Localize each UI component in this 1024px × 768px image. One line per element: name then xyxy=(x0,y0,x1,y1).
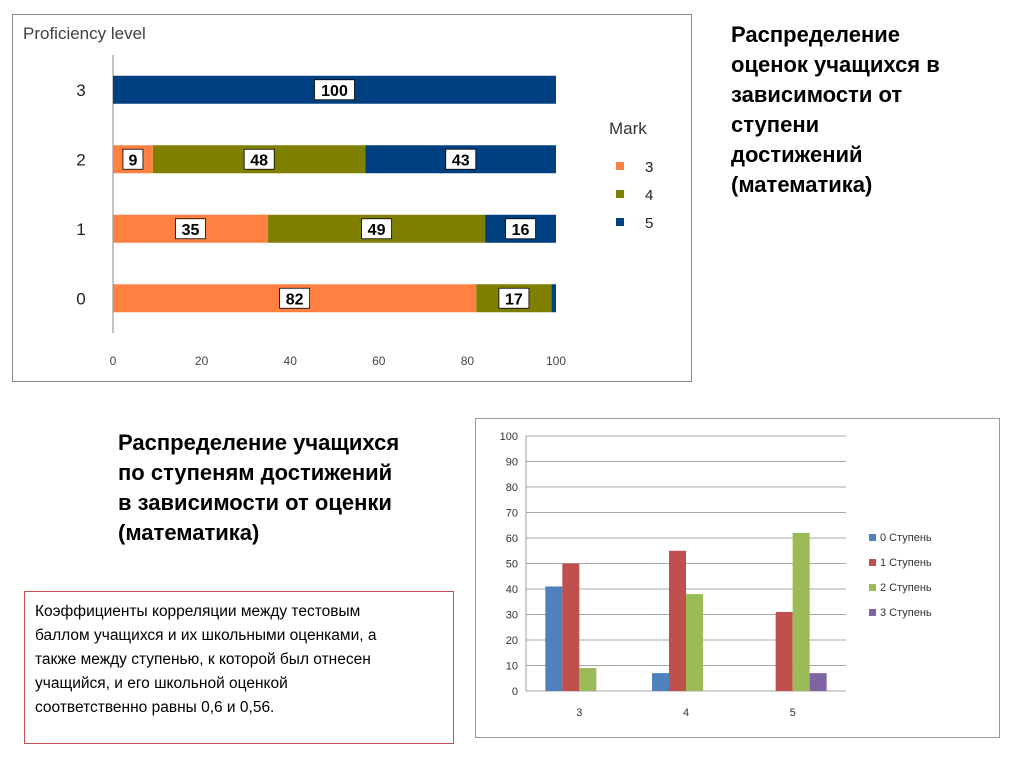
y-tick-label: 2 xyxy=(76,150,85,169)
y-tick-label: 40 xyxy=(506,584,518,596)
bar xyxy=(652,673,669,691)
legend-swatch xyxy=(869,584,876,591)
data-label-box xyxy=(279,287,311,309)
y-tick-label: 70 xyxy=(506,508,518,520)
legend-label: 0 Ступень xyxy=(880,532,932,544)
y-tick-label: 50 xyxy=(506,559,518,571)
chart2-caption: Распределение учащихся по ступеням дости… xyxy=(118,430,400,545)
data-label-box xyxy=(445,148,477,170)
bar xyxy=(579,668,597,691)
y-tick-label: 0 xyxy=(76,289,85,308)
bar xyxy=(792,532,810,691)
data-label-box xyxy=(361,218,392,240)
y-tick-label: 3 xyxy=(76,81,85,100)
data-label: 9 xyxy=(128,152,137,169)
y-tick-label: 30 xyxy=(506,610,518,622)
correlation-note: Коэффициенты корреляции между тестовым б… xyxy=(24,591,454,744)
x-tick-label: 40 xyxy=(284,354,298,368)
bar xyxy=(545,586,563,691)
bar xyxy=(669,550,686,691)
legend-label: 3 Ступень xyxy=(880,607,932,619)
data-label: 100 xyxy=(321,83,348,100)
y-tick-label: 20 xyxy=(506,635,518,647)
x-tick-label: 100 xyxy=(546,354,566,368)
y-axis-title: Proficiency level xyxy=(23,24,146,43)
x-tick-label: 0 xyxy=(110,354,117,368)
y-tick-label: 0 xyxy=(512,686,518,698)
data-label: 17 xyxy=(505,291,523,308)
y-tick-label: 1 xyxy=(76,220,85,239)
legend-label: 4 xyxy=(645,187,653,204)
data-label: 82 xyxy=(286,291,304,308)
x-tick-label: 3 xyxy=(576,707,582,719)
data-label-box xyxy=(243,148,275,170)
data-label: 48 xyxy=(250,152,268,169)
bar xyxy=(775,611,793,691)
y-tick-label: 60 xyxy=(506,533,518,545)
legend-swatch xyxy=(616,162,624,170)
legend-title: Mark xyxy=(609,119,647,138)
y-tick-label: 90 xyxy=(506,457,518,469)
x-tick-label: 80 xyxy=(461,354,475,368)
data-label: 49 xyxy=(368,222,386,239)
legend-label: 3 xyxy=(645,159,653,176)
legend-swatch xyxy=(869,534,876,541)
legend-label: 2 Ступень xyxy=(880,582,932,594)
x-tick-label: 5 xyxy=(790,707,796,719)
bar-segment xyxy=(551,284,556,313)
legend-swatch xyxy=(616,190,624,198)
x-tick-label: 60 xyxy=(372,354,386,368)
data-label: 16 xyxy=(512,222,530,239)
x-tick-label: 4 xyxy=(683,707,689,719)
bar xyxy=(686,594,703,691)
chart2-svg: 0 10 20 30 40 50 60 70 80 90 100 3 4 5 0 Ступень 1 Ступ… xyxy=(500,431,932,719)
data-label-box xyxy=(122,148,144,170)
data-label: 43 xyxy=(452,152,470,169)
x-tick-label: 20 xyxy=(195,354,209,368)
y-tick-label: 80 xyxy=(506,482,518,494)
legend-swatch xyxy=(869,559,876,566)
chart1-caption: Распределение оценок учащихся в зависимо… xyxy=(731,22,940,197)
data-label-box xyxy=(498,287,530,309)
bar xyxy=(809,673,827,691)
legend-swatch xyxy=(869,609,876,616)
data-label-box xyxy=(175,218,206,240)
legend-label: 5 xyxy=(645,215,653,232)
data-label: 35 xyxy=(182,222,200,239)
level-by-mark-bar-chart: 0 10 20 30 40 50 60 70 80 90 100 3 4 5 0 Ступень 1 Ступ… xyxy=(475,418,1000,738)
data-label-box xyxy=(314,79,355,101)
legend-swatch xyxy=(616,218,624,226)
proficiency-stacked-bar-chart: Proficiency level 0 82 17 1 35 49 16 2 9 48 43 3 100 0… xyxy=(12,14,692,382)
y-tick-label: 10 xyxy=(506,661,518,673)
data-label-box xyxy=(505,218,536,240)
bar xyxy=(562,563,580,691)
y-tick-label: 100 xyxy=(500,431,518,443)
legend-label: 1 Ступень xyxy=(880,557,932,569)
